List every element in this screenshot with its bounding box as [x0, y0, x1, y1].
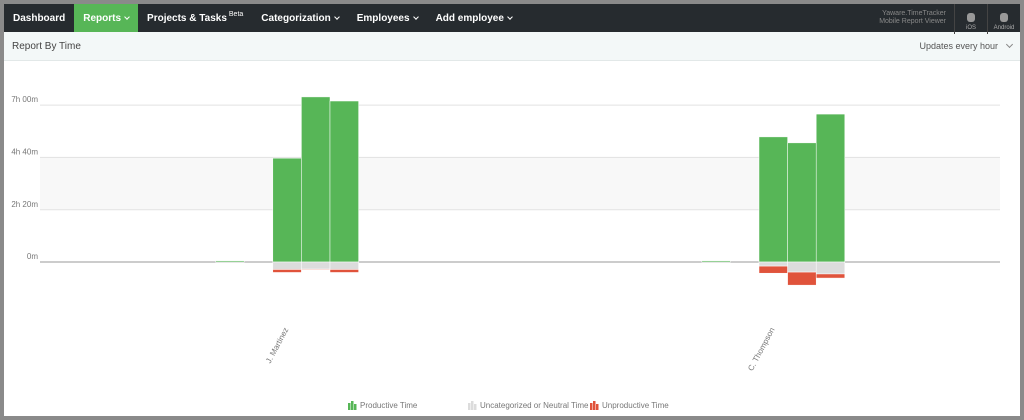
nav-item[interactable]: Categorization [252, 4, 347, 32]
nav-label: Projects & Tasks [147, 12, 227, 24]
y-tick-label: 7h 00m [11, 95, 38, 104]
bar-segment [815, 261, 846, 275]
legend-label: Unproductive Time [602, 401, 669, 410]
bar-segment [301, 96, 331, 263]
nav-bar: Dashboard Reports Projects & Tasks Beta C… [4, 4, 1020, 34]
legend-label: Productive Time [360, 401, 418, 410]
legend-swatch [351, 401, 354, 410]
app-label: iOS [965, 24, 976, 31]
promo: Yaware.TimeTracker Mobile Report Viewer i… [879, 4, 1020, 34]
x-tick-label: C. Thompson [746, 326, 776, 372]
promo-title: Yaware.TimeTracker [882, 10, 946, 17]
bar-segment [787, 261, 817, 273]
bar-segment [301, 261, 331, 270]
bar-segment [272, 157, 302, 263]
panel-header: Report By Time Updates every hour [4, 32, 1020, 61]
bar-segment [215, 260, 245, 263]
legend-swatch [590, 403, 593, 410]
bar-segment [815, 273, 846, 279]
plot-band [40, 157, 1000, 210]
bar-segment [758, 261, 788, 267]
legend-swatch [596, 404, 599, 410]
legend-swatch [471, 401, 474, 410]
bar-segment [787, 142, 817, 263]
legend-swatch [354, 404, 357, 410]
bar-segment [758, 265, 788, 274]
bar-segment [272, 269, 302, 273]
panel-title: Report By Time [12, 40, 81, 52]
refresh-label: Updates every hour [919, 41, 998, 51]
promo-text: Yaware.TimeTracker Mobile Report Viewer [879, 10, 946, 26]
bar-segment [701, 260, 731, 263]
legend-swatch [474, 404, 477, 410]
app-link[interactable]: Android [987, 4, 1020, 34]
legend-label: Uncategorized or Neutral Time [480, 401, 589, 410]
promo-subtitle: Mobile Report Viewer [879, 18, 946, 25]
bar-segment [815, 113, 846, 263]
chart: 0m 2h 20m 4h 40m 7h 00m J. Martinez C. Thomps… [11, 95, 1000, 410]
nav-item[interactable]: Projects & Tasks Beta [138, 4, 252, 32]
bar-segment [329, 261, 359, 270]
y-tick-label: 0m [27, 252, 38, 261]
nav-item[interactable]: Add employee [427, 4, 521, 32]
nav-item[interactable]: Dashboard [13, 12, 66, 24]
bar-segment [272, 261, 302, 270]
legend-swatch [348, 403, 351, 410]
bar-segment [329, 100, 359, 263]
bar-segment [301, 268, 331, 271]
bar-segment [787, 271, 817, 286]
legend-swatch [593, 401, 596, 410]
y-tick-label: 2h 20m [11, 200, 38, 209]
y-tick-label: 4h 40m [11, 148, 38, 157]
badge: Beta [228, 11, 244, 18]
bar-segment [758, 136, 788, 263]
bar-segment [329, 269, 359, 273]
refresh-select[interactable]: Updates every hour [919, 41, 1012, 51]
nav-item[interactable]: Reports [74, 4, 139, 32]
legend-swatch [468, 403, 471, 410]
x-tick-label: J. Martinez [264, 326, 290, 365]
nav-item[interactable]: Employees [348, 4, 427, 32]
app-link[interactable]: iOS [954, 4, 987, 34]
app-label: Android [993, 24, 1015, 31]
